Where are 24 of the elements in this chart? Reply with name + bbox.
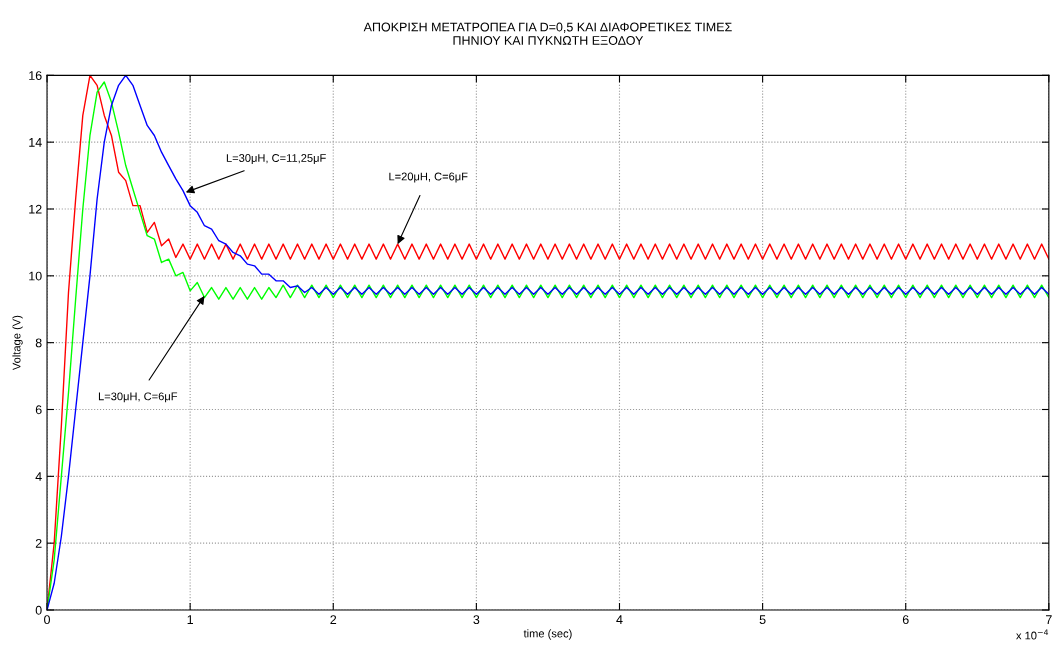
- y-axis-title: Voltage (V): [12, 315, 23, 371]
- y-tick-label: 14: [29, 138, 42, 147]
- chart-title: ΑΠΟΚΡΙΣΗ ΜΕΤΑΤΡΟΠΕΑ ΓΙΑ D=0,5 ΚΑΙ ΔΙΑΦΟΡΕΤΙΚΕΣ ΤΙΜΕΣ ΠΗΝΙΟΥ ΚΑΙ ΠΥΚΝΩΤΗ ΕΞΟΔΟΥ: [363, 22, 732, 45]
- y-tick-label: 2: [35, 538, 42, 548]
- y-tick-label: 4: [35, 472, 42, 481]
- x-tick-label: 0: [44, 615, 51, 625]
- x-tick-label: 5: [759, 615, 766, 625]
- x-tick-label: 4: [616, 615, 623, 624]
- x-tick-label: 7: [1046, 615, 1052, 624]
- y-tick-label: 16: [29, 71, 42, 80]
- x-tick-label: 1: [187, 615, 194, 624]
- y-tick-label: 0: [35, 605, 42, 615]
- text: x 10$^{−4}$: [1016, 629, 1049, 640]
- x-axis-title: time (sec): [523, 629, 572, 640]
- x-tick-label: 6: [902, 615, 909, 625]
- y-tick-label: 10: [29, 271, 42, 281]
- annotation: L=30μH, C=11,25μF: [226, 154, 326, 164]
- x-tick-label: 3: [473, 615, 480, 625]
- y-tick-label: 12: [29, 204, 42, 214]
- annotation: L=20μH, C=6μF: [389, 172, 468, 183]
- y-tick-label: 8: [35, 338, 42, 348]
- x-tick-label: 2: [330, 615, 337, 624]
- annotation: L=30μH, C=6μF: [98, 392, 178, 403]
- y-tick-label: 6: [35, 405, 42, 415]
